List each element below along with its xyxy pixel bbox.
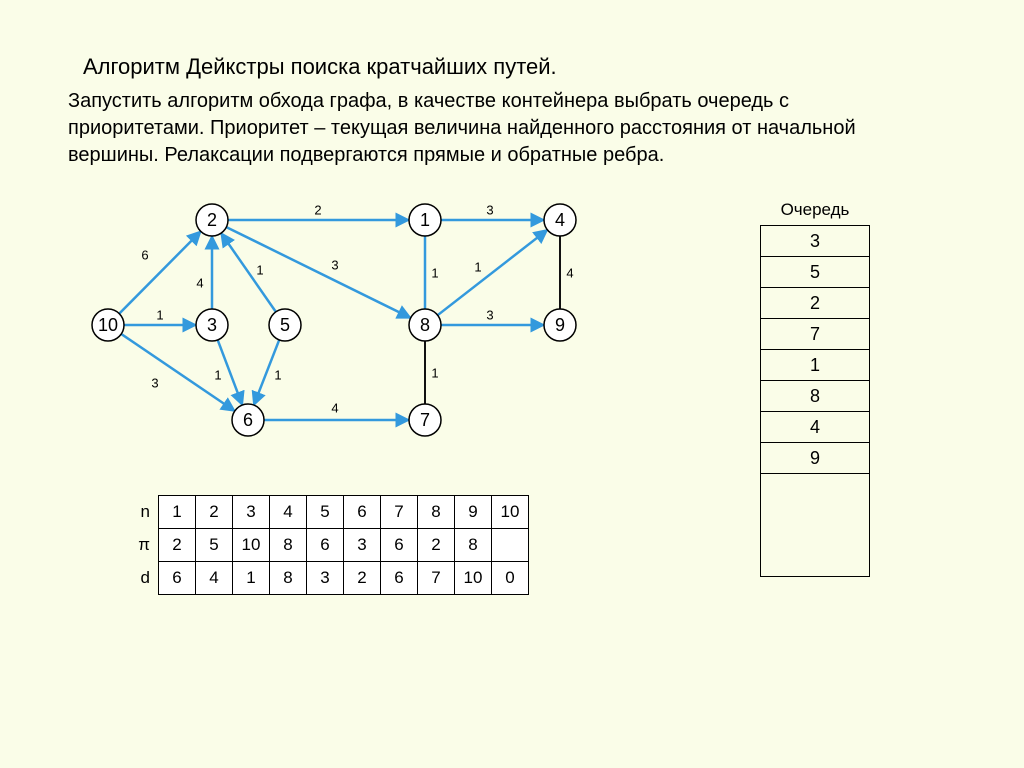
npi-row-label: n bbox=[115, 496, 159, 529]
node-label-6: 6 bbox=[243, 410, 253, 430]
edge-8-4 bbox=[438, 230, 548, 315]
queue-cell: 5 bbox=[761, 257, 870, 288]
npi-cell: 10 bbox=[492, 496, 529, 529]
queue-table: 35271849 bbox=[760, 225, 870, 577]
npi-cell: 8 bbox=[455, 529, 492, 562]
npi-cell: 6 bbox=[159, 562, 196, 595]
edge-5-2 bbox=[221, 233, 276, 312]
npi-cell: 8 bbox=[418, 496, 455, 529]
npi-cell: 1 bbox=[159, 496, 196, 529]
edge-10-2 bbox=[119, 231, 200, 313]
queue-title: Очередь bbox=[760, 200, 870, 220]
node-label-8: 8 bbox=[420, 315, 430, 335]
queue-cell: 4 bbox=[761, 412, 870, 443]
edge-weight: 4 bbox=[331, 401, 338, 416]
slide: Алгоритм Дейкстры поиска кратчайших путе… bbox=[0, 0, 1024, 768]
edge-2-8 bbox=[226, 227, 410, 318]
npi-cell: 2 bbox=[344, 562, 381, 595]
npi-cell: 3 bbox=[344, 529, 381, 562]
npi-cell: 1 bbox=[233, 562, 270, 595]
npi-cell: 6 bbox=[381, 529, 418, 562]
npi-table-wrap: n12345678910π2510863628d64183267100 bbox=[115, 495, 529, 595]
npi-cell: 2 bbox=[196, 496, 233, 529]
graph-diagram: 6 1 3 4 1 1 1 2 3 3 1 1 3 4 1 4 1 2 3 4 5 6 7 8 9 10 bbox=[90, 175, 650, 455]
edge-weight: 1 bbox=[431, 266, 438, 281]
npi-cell: 6 bbox=[307, 529, 344, 562]
npi-row-label: π bbox=[115, 529, 159, 562]
edge-weight: 1 bbox=[474, 260, 481, 275]
node-label-7: 7 bbox=[420, 410, 430, 430]
edge-weight: 3 bbox=[151, 376, 158, 391]
npi-cell: 4 bbox=[196, 562, 233, 595]
npi-cell: 6 bbox=[381, 562, 418, 595]
edge-weight: 1 bbox=[214, 368, 221, 383]
edge-weight: 1 bbox=[274, 368, 281, 383]
npi-cell: 4 bbox=[270, 496, 307, 529]
edge-weight: 1 bbox=[156, 308, 163, 323]
npi-cell: 2 bbox=[418, 529, 455, 562]
edge-weight: 4 bbox=[196, 276, 203, 291]
npi-cell: 5 bbox=[196, 529, 233, 562]
node-label-4: 4 bbox=[555, 210, 565, 230]
edge-weight: 6 bbox=[141, 248, 148, 263]
npi-cell: 6 bbox=[344, 496, 381, 529]
npi-cell: 9 bbox=[455, 496, 492, 529]
node-label-3: 3 bbox=[207, 315, 217, 335]
node-label-9: 9 bbox=[555, 315, 565, 335]
queue-cell: 8 bbox=[761, 381, 870, 412]
npi-cell: 3 bbox=[307, 562, 344, 595]
npi-row-label: d bbox=[115, 562, 159, 595]
node-label-1: 1 bbox=[420, 210, 430, 230]
node-label-2: 2 bbox=[207, 210, 217, 230]
edge-weight: 3 bbox=[486, 308, 493, 323]
npi-cell: 3 bbox=[233, 496, 270, 529]
npi-cell: 10 bbox=[455, 562, 492, 595]
edge-weight: 3 bbox=[331, 258, 338, 273]
queue-cell: 9 bbox=[761, 443, 870, 474]
queue-cell: 1 bbox=[761, 350, 870, 381]
node-label-5: 5 bbox=[280, 315, 290, 335]
npi-cell: 10 bbox=[233, 529, 270, 562]
npi-cell: 5 bbox=[307, 496, 344, 529]
edge-weight: 4 bbox=[566, 266, 573, 281]
npi-cell: 0 bbox=[492, 562, 529, 595]
node-label-10: 10 bbox=[98, 315, 118, 335]
graph-edges bbox=[119, 220, 560, 420]
slide-body: Запустить алгоритм обхода графа, в качес… bbox=[68, 88, 898, 169]
npi-cell: 7 bbox=[381, 496, 418, 529]
slide-title: Алгоритм Дейкстры поиска кратчайших путе… bbox=[83, 54, 557, 80]
edge-weight: 1 bbox=[431, 366, 438, 381]
queue-cell: 7 bbox=[761, 319, 870, 350]
edge-weight: 1 bbox=[256, 263, 263, 278]
npi-cell: 8 bbox=[270, 529, 307, 562]
queue-empty-cell bbox=[761, 474, 870, 577]
queue-cell: 2 bbox=[761, 288, 870, 319]
edge-weight: 3 bbox=[486, 203, 493, 218]
npi-cell bbox=[492, 529, 529, 562]
edge-weight: 2 bbox=[314, 203, 321, 218]
npi-cell: 2 bbox=[159, 529, 196, 562]
queue-cell: 3 bbox=[761, 226, 870, 257]
npi-cell: 8 bbox=[270, 562, 307, 595]
npi-table: n12345678910π2510863628d64183267100 bbox=[115, 495, 529, 595]
npi-cell: 7 bbox=[418, 562, 455, 595]
